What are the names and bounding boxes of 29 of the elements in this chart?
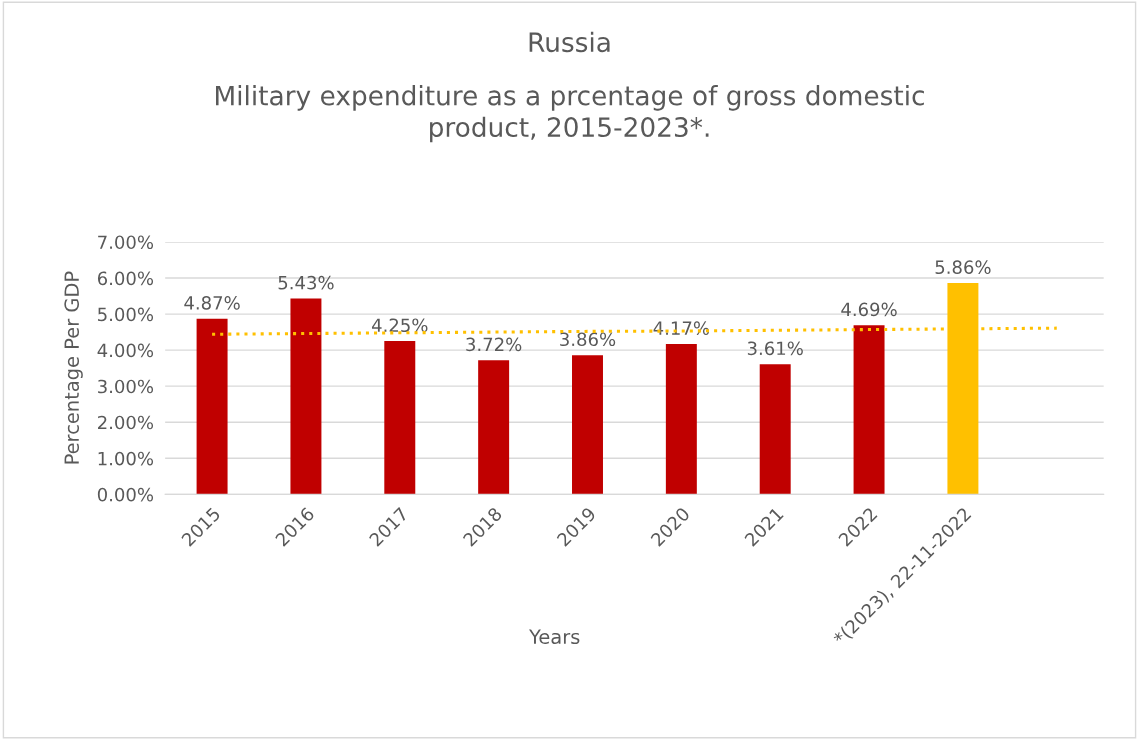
- bar: [290, 298, 322, 495]
- x-axis-title: Years: [529, 629, 580, 645]
- y-tick-label: 1.00%: [98, 451, 154, 466]
- chart-subtitle: Military expenditure as a prcentage of gross domestic product, 2015-2023*.: [216, 85, 924, 143]
- y-tick-label: 5.00%: [98, 307, 154, 322]
- data-label: 4.25%: [371, 318, 428, 333]
- y-axis-title: Percentage Per GDP: [64, 271, 83, 464]
- chart-title: Russia: [529, 31, 610, 53]
- bar: [759, 364, 791, 495]
- data-label: 4.17%: [653, 321, 710, 335]
- bar: [478, 360, 510, 495]
- bar: [572, 355, 603, 495]
- bar: [196, 318, 228, 495]
- data-label: 3.61%: [747, 341, 803, 356]
- y-tick-label: 0.00%: [97, 487, 154, 502]
- y-tick-label: 2.00%: [98, 415, 154, 430]
- y-tick-label: 7.00%: [98, 235, 154, 250]
- data-label: 4.69%: [841, 302, 897, 317]
- data-label: 4.87%: [184, 296, 240, 310]
- data-label: 5.43%: [278, 275, 334, 290]
- data-label: 3.86%: [560, 332, 616, 347]
- y-tick-label: 6.00%: [97, 271, 154, 286]
- y-tick-label: 3.00%: [98, 379, 154, 394]
- y-tick-label: 4.00%: [97, 343, 154, 358]
- bar: [853, 325, 885, 495]
- bar: [665, 344, 697, 495]
- data-label: 5.86%: [935, 260, 991, 275]
- bar: [384, 341, 416, 495]
- data-label: 3.72%: [466, 337, 522, 352]
